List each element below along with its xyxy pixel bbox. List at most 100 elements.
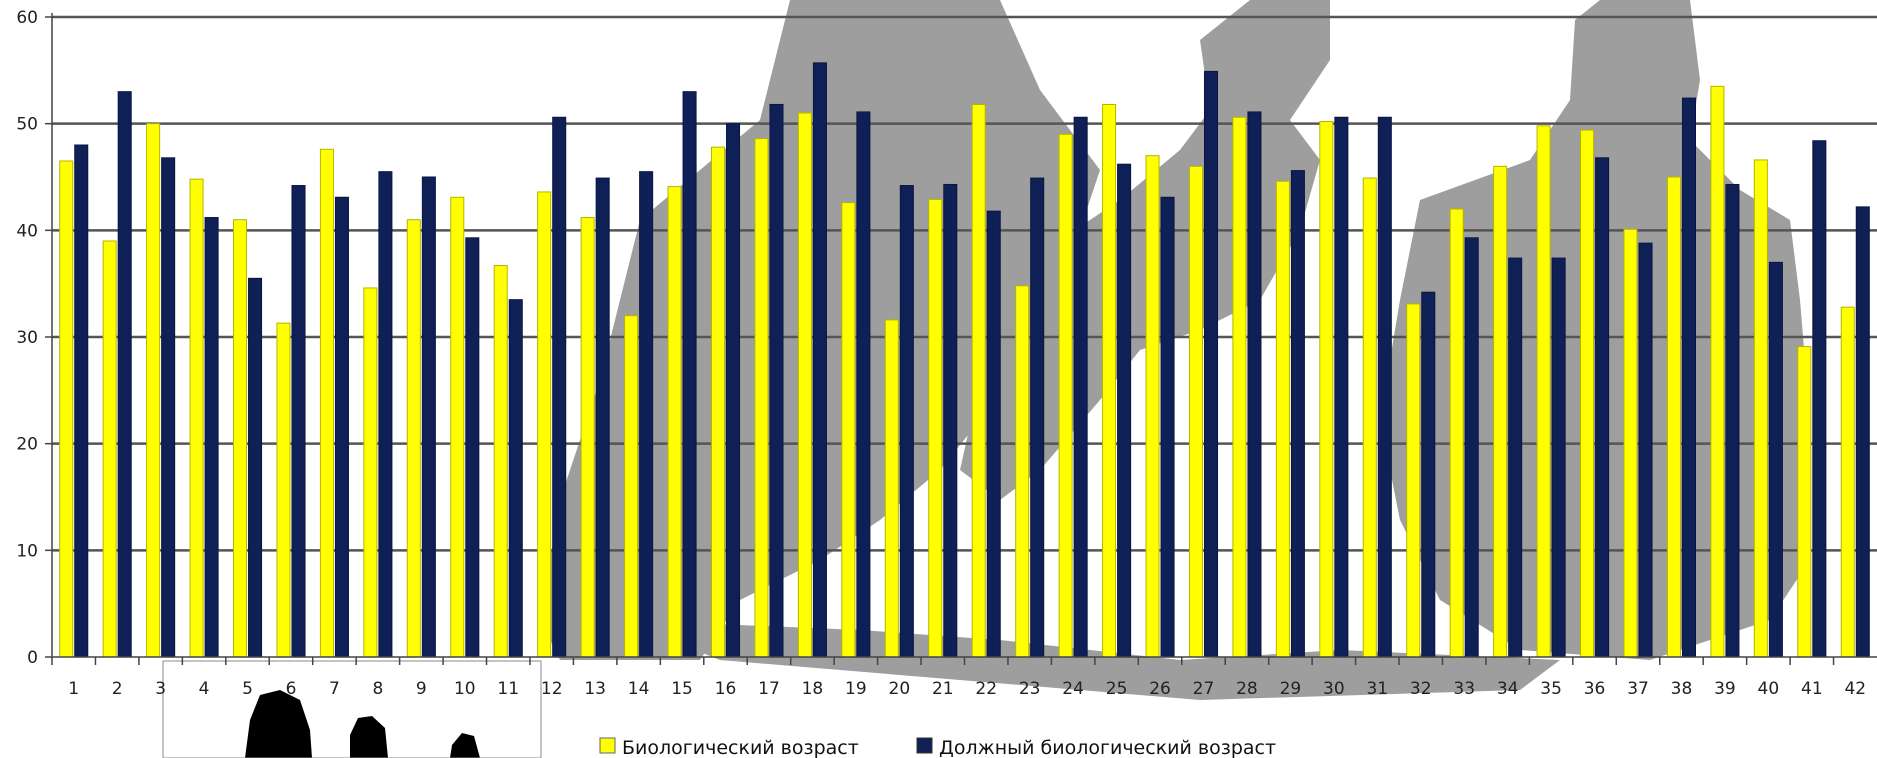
bar-due xyxy=(1203,70,1219,658)
x-tick-label: 17 xyxy=(758,679,780,699)
bar-bio xyxy=(1102,103,1117,658)
x-tick-label: 38 xyxy=(1671,679,1693,699)
x-tick-label: 13 xyxy=(584,679,606,699)
x-tick-label: 18 xyxy=(802,679,824,699)
bar-bio xyxy=(276,322,291,658)
x-tick-label: 7 xyxy=(329,679,340,699)
bar-bio xyxy=(1666,176,1681,658)
x-tick-label: 42 xyxy=(1844,679,1866,699)
x-tick-label: 40 xyxy=(1758,679,1780,699)
x-tick-label: 4 xyxy=(199,679,210,699)
y-tick-label: 30 xyxy=(16,328,38,348)
bar-bio xyxy=(1493,165,1508,658)
x-tick-label: 31 xyxy=(1366,679,1388,699)
x-tick-label: 10 xyxy=(454,679,476,699)
bar-bio xyxy=(1188,165,1203,658)
bar-bio xyxy=(233,219,248,658)
legend-swatch-bio xyxy=(599,737,616,754)
y-tick-label: 20 xyxy=(16,435,38,455)
bar-bio xyxy=(363,287,378,658)
x-tick-label: 15 xyxy=(671,679,693,699)
x-tick-label: 1 xyxy=(68,679,79,699)
bar-due xyxy=(1638,242,1653,658)
bar-due xyxy=(552,116,567,658)
legend: Биологический возраст Должный биологичес… xyxy=(599,737,1276,758)
bar-bio xyxy=(580,217,595,658)
bar-bio xyxy=(102,240,117,658)
x-tick-label: 16 xyxy=(715,679,737,699)
bar-bio xyxy=(450,196,465,658)
bar-due xyxy=(1290,170,1305,658)
bar-bio xyxy=(667,186,682,658)
bar-due xyxy=(1377,116,1392,658)
bar-bio xyxy=(624,315,639,658)
inset-image-frame xyxy=(162,660,542,758)
x-tick-label: 29 xyxy=(1280,679,1302,699)
y-tick-label: 0 xyxy=(27,648,38,668)
bar-bio xyxy=(493,265,508,658)
x-tick-label: 14 xyxy=(628,679,650,699)
bar-due xyxy=(1551,257,1566,658)
bar-due xyxy=(1855,206,1870,658)
bar-bio xyxy=(1797,346,1812,658)
legend-swatch-due xyxy=(916,737,933,754)
bar-due xyxy=(812,62,827,658)
bar-bio xyxy=(1232,116,1247,658)
bar-bio xyxy=(406,219,421,658)
bar-bio xyxy=(797,112,812,658)
bar-bio xyxy=(841,202,856,658)
bar-due xyxy=(248,277,263,658)
x-tick-label: 25 xyxy=(1106,679,1128,699)
x-tick-label: 26 xyxy=(1149,679,1171,699)
x-tick-label: 12 xyxy=(541,679,563,699)
bar-due xyxy=(639,171,654,658)
bar-bio xyxy=(189,178,204,658)
bar-bio xyxy=(1623,228,1638,658)
bar-bio xyxy=(1058,133,1073,658)
bar-bio xyxy=(1753,159,1768,658)
x-tick-label: 27 xyxy=(1193,679,1215,699)
bar-due xyxy=(726,123,741,658)
x-tick-labels: 1 2 3 4 5 6 7 8 9 10 11 12 13 14 15 16 17 18 19 20 21 22 23 24 2… xyxy=(51,657,1866,699)
bar-due xyxy=(595,177,610,658)
y-tick-label: 40 xyxy=(16,221,38,241)
x-tick-label: 36 xyxy=(1584,679,1606,699)
bar-due xyxy=(1117,163,1132,658)
bar-bio xyxy=(1449,208,1464,658)
bar-due xyxy=(74,144,89,658)
bar-due xyxy=(856,111,871,658)
x-tick-label: 11 xyxy=(497,679,519,699)
bar-due xyxy=(1464,237,1479,658)
x-tick-label: 35 xyxy=(1540,679,1562,699)
gridlines xyxy=(52,15,1877,552)
bar-bio xyxy=(1710,85,1725,658)
bar-bio xyxy=(1580,129,1595,658)
bar-bio xyxy=(146,123,161,658)
x-tick-label: 5 xyxy=(242,679,253,699)
x-tick-label: 28 xyxy=(1236,679,1258,699)
legend-label-due: Должный биологический возраст xyxy=(939,737,1276,758)
bar-due xyxy=(1508,257,1523,658)
bar-due xyxy=(1812,140,1827,658)
x-tick-label: 23 xyxy=(1019,679,1041,699)
x-tick-label: 3 xyxy=(155,679,166,699)
bar-bio xyxy=(1319,121,1334,658)
y-tick-label: 50 xyxy=(16,115,38,135)
x-tick-label: 2 xyxy=(112,679,123,699)
bar-due xyxy=(334,196,349,658)
bar-bio xyxy=(928,198,943,658)
bar-bio xyxy=(710,146,726,658)
bar-bio xyxy=(754,138,769,658)
bar-due xyxy=(1160,196,1175,658)
bar-due xyxy=(421,176,436,658)
bar-due xyxy=(117,91,132,658)
x-tick-label: 32 xyxy=(1410,679,1432,699)
bar-due xyxy=(1030,177,1045,658)
y-tick-label: 60 xyxy=(16,8,38,28)
x-tick-label: 20 xyxy=(889,679,911,699)
bar-due xyxy=(1073,116,1088,658)
y-tick-label: 10 xyxy=(16,541,38,561)
bar-due xyxy=(1247,111,1262,658)
bar-bio xyxy=(319,148,334,658)
